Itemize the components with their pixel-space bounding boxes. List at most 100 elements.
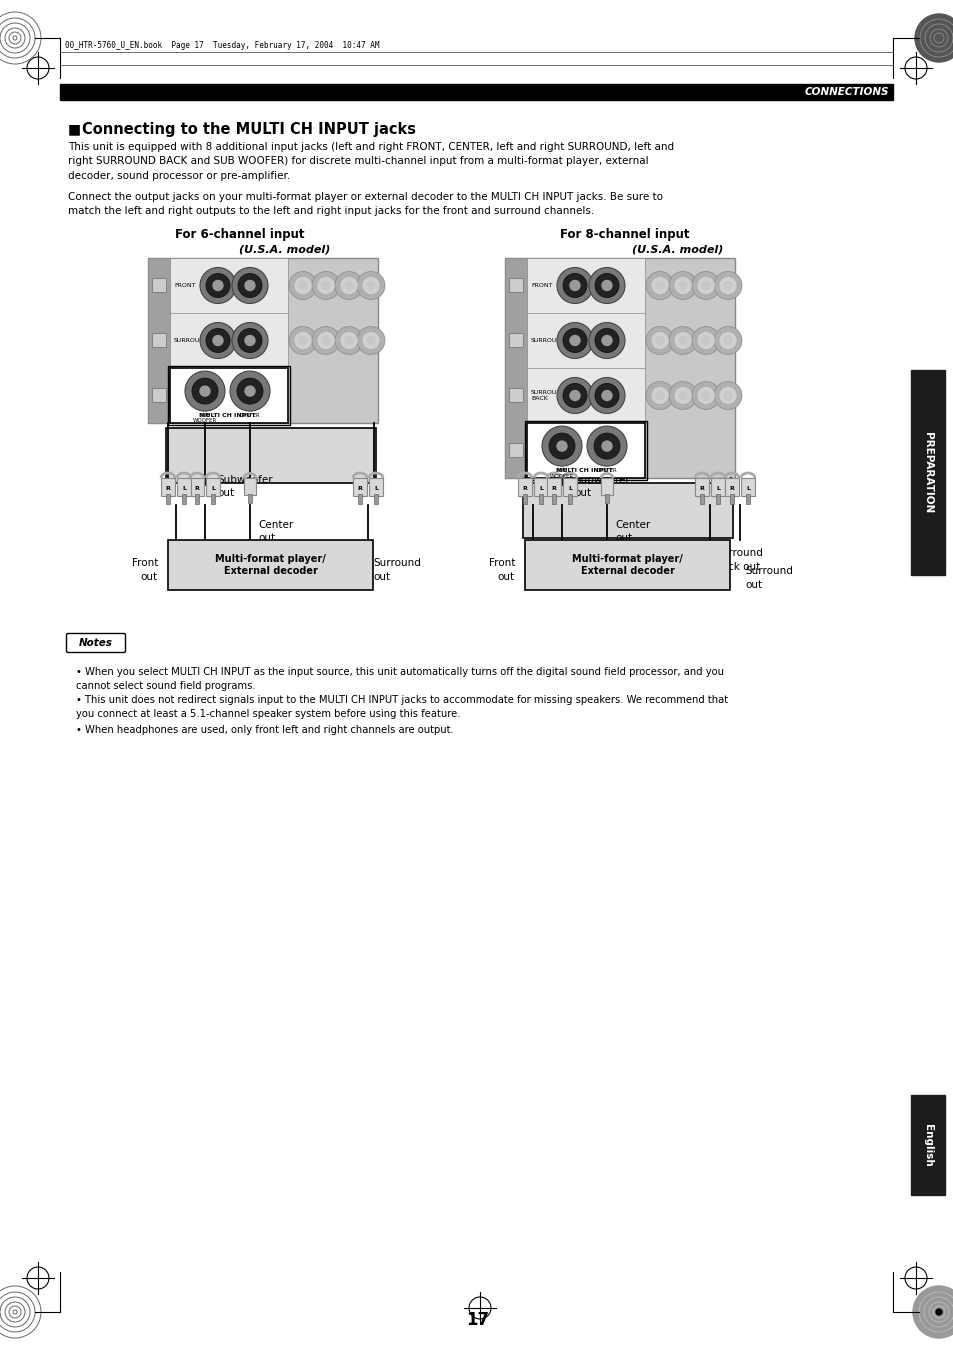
Text: CENTER: CENTER bbox=[596, 467, 618, 473]
Circle shape bbox=[245, 386, 254, 396]
Bar bbox=[729, 494, 733, 504]
Text: Center
out: Center out bbox=[615, 520, 650, 543]
Circle shape bbox=[701, 281, 709, 289]
Bar bbox=[509, 332, 522, 347]
Bar bbox=[152, 388, 166, 403]
Circle shape bbox=[298, 336, 307, 345]
Circle shape bbox=[200, 386, 210, 396]
Circle shape bbox=[206, 328, 230, 353]
Circle shape bbox=[668, 381, 697, 409]
Text: SURROUND: SURROUND bbox=[173, 338, 210, 343]
Circle shape bbox=[697, 277, 714, 295]
Circle shape bbox=[557, 267, 593, 304]
Text: SUB
WOOFER: SUB WOOFER bbox=[549, 467, 574, 478]
Bar bbox=[567, 494, 572, 504]
Text: CONNECTIONS: CONNECTIONS bbox=[803, 86, 888, 97]
Circle shape bbox=[367, 336, 375, 345]
Circle shape bbox=[656, 392, 663, 400]
Circle shape bbox=[200, 267, 235, 304]
Circle shape bbox=[679, 336, 686, 345]
Bar bbox=[600, 478, 613, 494]
Circle shape bbox=[668, 327, 697, 354]
Circle shape bbox=[650, 386, 668, 404]
Circle shape bbox=[679, 392, 686, 400]
Circle shape bbox=[673, 331, 691, 350]
Circle shape bbox=[548, 434, 575, 459]
Circle shape bbox=[914, 14, 953, 62]
Circle shape bbox=[601, 281, 612, 290]
Circle shape bbox=[588, 323, 624, 358]
Text: L: L bbox=[716, 485, 720, 490]
Bar bbox=[152, 332, 166, 347]
Bar bbox=[745, 494, 749, 504]
Circle shape bbox=[673, 277, 691, 295]
Bar bbox=[148, 258, 170, 423]
Text: R: R bbox=[357, 485, 362, 490]
Text: L: L bbox=[538, 485, 542, 490]
Circle shape bbox=[673, 386, 691, 404]
Bar bbox=[509, 443, 522, 457]
Text: Connect the output jacks on your multi-format player or external decoder to the : Connect the output jacks on your multi-f… bbox=[68, 192, 662, 216]
Circle shape bbox=[237, 273, 262, 297]
Circle shape bbox=[206, 273, 230, 297]
Bar bbox=[740, 478, 754, 496]
Bar bbox=[211, 494, 214, 504]
Circle shape bbox=[562, 328, 586, 353]
Circle shape bbox=[569, 390, 579, 400]
Bar bbox=[374, 494, 377, 504]
Circle shape bbox=[697, 331, 714, 350]
Bar bbox=[168, 366, 290, 426]
Circle shape bbox=[713, 327, 741, 354]
Text: SUB
WOOFER: SUB WOOFER bbox=[193, 413, 217, 423]
Circle shape bbox=[656, 281, 663, 289]
Bar bbox=[504, 258, 734, 478]
Circle shape bbox=[236, 378, 263, 404]
Bar bbox=[509, 278, 522, 292]
Text: SURROUND: SURROUND bbox=[531, 338, 566, 343]
Circle shape bbox=[601, 335, 612, 346]
Circle shape bbox=[289, 327, 316, 354]
Bar bbox=[166, 428, 375, 484]
Bar bbox=[166, 494, 170, 504]
Circle shape bbox=[645, 272, 673, 300]
Text: Subwoofer
out: Subwoofer out bbox=[574, 476, 629, 499]
Text: ■: ■ bbox=[68, 122, 81, 136]
Circle shape bbox=[713, 381, 741, 409]
Circle shape bbox=[569, 335, 579, 346]
Circle shape bbox=[339, 331, 357, 350]
Text: R: R bbox=[166, 485, 171, 490]
Circle shape bbox=[645, 381, 673, 409]
Circle shape bbox=[912, 1286, 953, 1337]
Circle shape bbox=[601, 390, 612, 400]
Circle shape bbox=[213, 335, 223, 346]
Bar bbox=[148, 258, 377, 423]
Circle shape bbox=[719, 277, 737, 295]
Circle shape bbox=[237, 328, 262, 353]
Circle shape bbox=[595, 273, 618, 297]
Circle shape bbox=[367, 281, 375, 289]
Bar bbox=[517, 478, 532, 496]
Bar bbox=[534, 478, 547, 496]
Text: R: R bbox=[522, 485, 527, 490]
Text: 00_HTR-5760_U_EN.book  Page 17  Tuesday, February 17, 2004  10:47 AM: 00_HTR-5760_U_EN.book Page 17 Tuesday, F… bbox=[65, 41, 379, 50]
Circle shape bbox=[719, 331, 737, 350]
Bar bbox=[526, 258, 644, 423]
Circle shape bbox=[345, 336, 353, 345]
Bar bbox=[206, 478, 220, 496]
Text: FRONT: FRONT bbox=[173, 282, 195, 288]
Text: L: L bbox=[567, 485, 572, 490]
Text: SURROUND
BACK: SURROUND BACK bbox=[531, 390, 566, 401]
Circle shape bbox=[312, 327, 339, 354]
Bar bbox=[170, 367, 288, 423]
Circle shape bbox=[713, 272, 741, 300]
Bar bbox=[524, 422, 646, 480]
Text: L: L bbox=[374, 485, 377, 490]
Text: FRONT: FRONT bbox=[531, 282, 552, 288]
Bar bbox=[910, 1096, 944, 1196]
Text: Connecting to the MULTI CH INPUT jacks: Connecting to the MULTI CH INPUT jacks bbox=[82, 122, 416, 136]
Circle shape bbox=[723, 392, 731, 400]
Bar bbox=[524, 540, 729, 590]
Text: Front
out: Front out bbox=[132, 558, 158, 581]
Circle shape bbox=[719, 386, 737, 404]
Circle shape bbox=[691, 272, 720, 300]
